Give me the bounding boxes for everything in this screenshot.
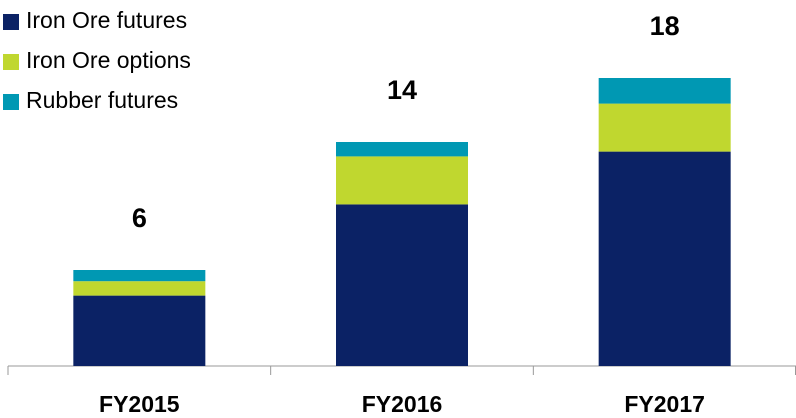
bar-segment xyxy=(598,151,731,366)
bar-segment xyxy=(336,142,468,157)
legend-label: Iron Ore options xyxy=(26,47,191,73)
bar-segment xyxy=(73,295,206,366)
legend-label: Iron Ore futures xyxy=(26,7,187,33)
x-tick-label: FY2015 xyxy=(99,391,180,417)
total-label: 14 xyxy=(387,75,417,105)
legend-swatch xyxy=(3,54,19,70)
total-label: 6 xyxy=(132,203,147,233)
x-tick-label: FY2016 xyxy=(362,391,443,417)
bar-segment xyxy=(73,281,206,296)
x-tick-label: FY2017 xyxy=(624,391,705,417)
bar-segment xyxy=(336,156,468,205)
bar-segment xyxy=(598,103,731,152)
total-label: 18 xyxy=(650,11,680,41)
legend-label: Rubber futures xyxy=(26,87,178,113)
bar-segment xyxy=(73,270,206,282)
bar-segment xyxy=(336,204,468,366)
legend-swatch xyxy=(3,94,19,110)
legend-swatch xyxy=(3,14,19,30)
bar-segment xyxy=(598,78,731,104)
